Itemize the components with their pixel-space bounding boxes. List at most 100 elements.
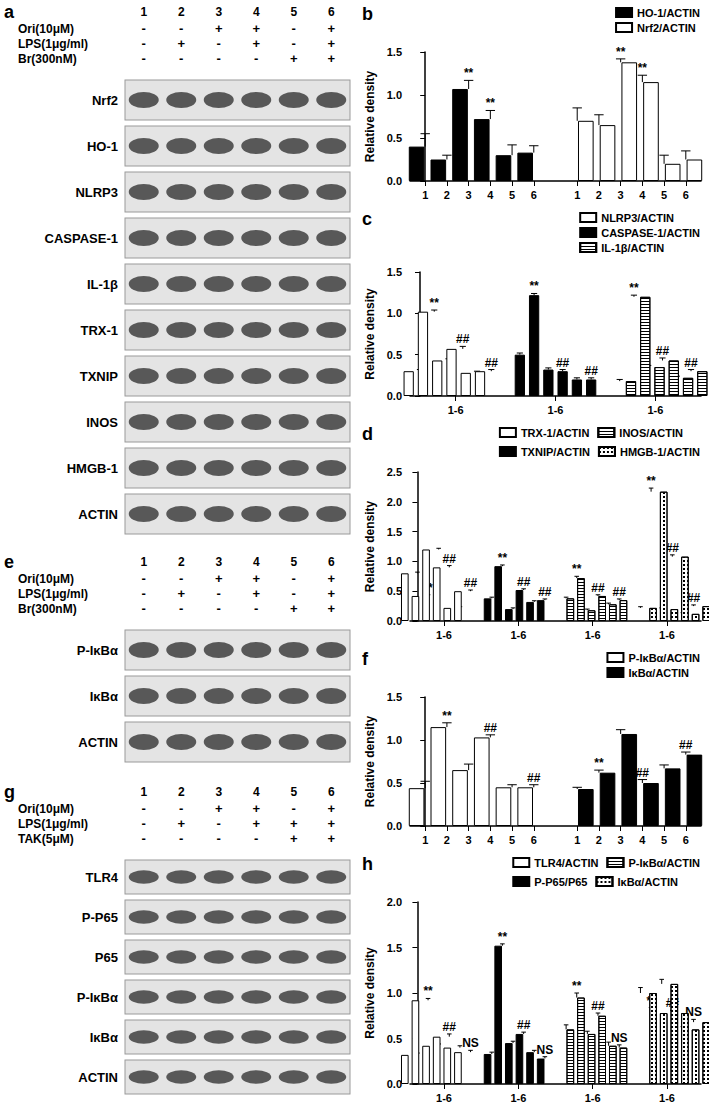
svg-text:TRX-1: TRX-1 <box>80 323 118 338</box>
svg-text:-: - <box>142 601 146 616</box>
svg-text:5: 5 <box>290 5 297 19</box>
svg-text:P-IκBα/ACTIN: P-IκBα/ACTIN <box>628 652 700 664</box>
svg-text:0.0: 0.0 <box>387 820 402 832</box>
svg-text:**: ** <box>529 279 539 293</box>
svg-text:ACTIN: ACTIN <box>78 507 118 522</box>
svg-text:P-P65/P65: P-P65/P65 <box>534 876 587 888</box>
svg-text:1-6: 1-6 <box>647 404 663 416</box>
svg-text:2: 2 <box>596 189 602 201</box>
svg-text:+: + <box>252 21 260 36</box>
svg-text:1.5: 1.5 <box>387 526 402 538</box>
svg-text:-: - <box>179 21 183 36</box>
svg-text:**: ** <box>498 551 508 565</box>
svg-text:h: h <box>362 854 373 874</box>
svg-text:4: 4 <box>487 834 494 846</box>
svg-text:e: e <box>4 552 14 572</box>
svg-text:-: - <box>142 21 146 36</box>
svg-text:IL-1β: IL-1β <box>87 277 118 292</box>
svg-text:LPS(1μg/ml): LPS(1μg/ml) <box>18 37 88 51</box>
svg-text:##: ## <box>666 541 680 555</box>
svg-text:##: ## <box>613 585 627 599</box>
svg-text:**: ** <box>486 96 496 110</box>
svg-text:-: - <box>142 571 146 586</box>
svg-text:-: - <box>292 21 296 36</box>
svg-text:-: - <box>217 816 221 831</box>
svg-text:-: - <box>179 571 183 586</box>
svg-text:##: ## <box>485 356 499 370</box>
svg-text:##: ## <box>443 552 457 566</box>
svg-text:Relative density: Relative density <box>363 500 377 592</box>
svg-text:d: d <box>362 424 373 444</box>
svg-text:1-6: 1-6 <box>510 1092 526 1104</box>
svg-text:-: - <box>179 51 183 66</box>
svg-text:1-6: 1-6 <box>436 629 452 641</box>
svg-text:g: g <box>4 782 15 802</box>
svg-text:3: 3 <box>466 834 472 846</box>
svg-text:+: + <box>290 831 298 846</box>
svg-text:TXNIP: TXNIP <box>80 369 119 384</box>
svg-text:0.0: 0.0 <box>387 615 402 627</box>
svg-text:1.0: 1.0 <box>387 307 402 319</box>
svg-text:-: - <box>292 801 296 816</box>
svg-text:1: 1 <box>422 834 428 846</box>
svg-text:Ori(10μM): Ori(10μM) <box>18 572 74 586</box>
svg-text:ACTIN: ACTIN <box>78 1070 118 1085</box>
svg-text:NLRP3: NLRP3 <box>75 185 118 200</box>
svg-text:##: ## <box>591 999 605 1013</box>
svg-text:1-6: 1-6 <box>585 629 601 641</box>
svg-text:1.0: 1.0 <box>387 734 402 746</box>
svg-text:LPS(1μg/ml): LPS(1μg/ml) <box>18 587 88 601</box>
svg-text:5: 5 <box>509 189 515 201</box>
svg-text:##: ## <box>679 738 693 752</box>
svg-text:-: - <box>254 51 258 66</box>
svg-text:**: ** <box>594 756 604 770</box>
svg-text:5: 5 <box>661 189 667 201</box>
svg-text:+: + <box>327 36 335 51</box>
svg-text:6: 6 <box>328 555 335 569</box>
svg-text:**: ** <box>442 709 452 723</box>
svg-text:P-P65: P-P65 <box>82 910 118 925</box>
svg-text:3: 3 <box>215 555 222 569</box>
svg-text:+: + <box>177 36 185 51</box>
svg-text:2: 2 <box>178 555 185 569</box>
svg-text:Relative density: Relative density <box>363 288 377 380</box>
svg-text:##: ## <box>584 364 598 378</box>
svg-text:6: 6 <box>683 189 689 201</box>
svg-text:4: 4 <box>639 834 646 846</box>
svg-text:2.5: 2.5 <box>387 466 402 478</box>
svg-text:TAK(5μM): TAK(5μM) <box>18 832 74 846</box>
svg-text:2: 2 <box>178 785 185 799</box>
svg-text:##: ## <box>464 576 478 590</box>
svg-text:2: 2 <box>178 5 185 19</box>
svg-text:TLR4: TLR4 <box>86 870 119 885</box>
svg-text:**: ** <box>498 930 508 944</box>
svg-text:0.0: 0.0 <box>387 390 402 402</box>
svg-text:CASPASE-1/ACTIN: CASPASE-1/ACTIN <box>601 227 700 239</box>
svg-text:##: ## <box>538 585 552 599</box>
svg-text:+: + <box>252 816 260 831</box>
svg-text:**: ** <box>572 562 582 576</box>
svg-text:+: + <box>252 801 260 816</box>
svg-text:5: 5 <box>290 785 297 799</box>
svg-text:4: 4 <box>639 189 646 201</box>
svg-text:c: c <box>362 209 372 229</box>
svg-text:##: ## <box>684 356 698 370</box>
svg-text:1: 1 <box>422 189 428 201</box>
svg-text:1-6: 1-6 <box>585 1092 601 1104</box>
svg-text:1-6: 1-6 <box>510 629 526 641</box>
svg-text:+: + <box>290 601 298 616</box>
svg-text:Ori(10μM): Ori(10μM) <box>18 22 74 36</box>
svg-text:2: 2 <box>444 834 450 846</box>
svg-text:**: ** <box>423 984 433 998</box>
svg-text:CASPASE-1: CASPASE-1 <box>45 231 118 246</box>
svg-text:**: ** <box>616 45 626 59</box>
svg-text:IκBα/ACTIN: IκBα/ACTIN <box>617 876 678 888</box>
svg-text:+: + <box>327 21 335 36</box>
svg-text:0.5: 0.5 <box>387 777 402 789</box>
svg-text:-: - <box>142 801 146 816</box>
svg-text:4: 4 <box>253 555 260 569</box>
svg-text:##: ## <box>443 1020 457 1034</box>
svg-text:-: - <box>217 601 221 616</box>
svg-text:P65: P65 <box>95 950 118 965</box>
svg-text:1.5: 1.5 <box>387 46 402 58</box>
